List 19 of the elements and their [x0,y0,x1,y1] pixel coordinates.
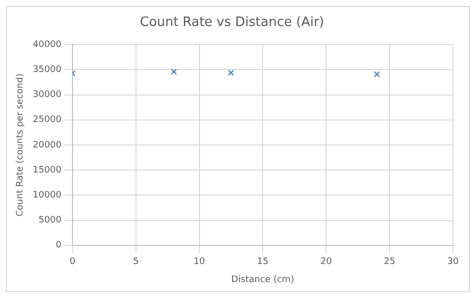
y-tick-label: 35000 [32,65,62,76]
x-tick-label: 15 [256,257,268,268]
y-tick-label: 40000 [32,40,62,50]
x-tick-label: 5 [132,257,139,268]
y-tick-label: 20000 [32,140,62,150]
x-tick-label: 30 [447,257,459,268]
x-axis-title: Distance (cm) [231,274,294,285]
y-tick-label: 30000 [32,90,62,100]
y-tick-label: 5000 [38,216,62,226]
x-tick-label: 20 [320,257,332,268]
chart-title: Count Rate vs Distance (Air) [140,15,324,30]
y-tick-label: 25000 [32,115,62,126]
x-tick-label: 25 [384,257,396,268]
y-tick-label: 10000 [32,190,62,201]
y-axis-title: Count Rate (counts per second) [16,74,26,216]
y-tick-label: 0 [56,240,62,251]
x-tick-label: 0 [70,257,76,268]
y-tick-label: 15000 [32,165,62,176]
x-tick-label: 10 [194,257,206,268]
